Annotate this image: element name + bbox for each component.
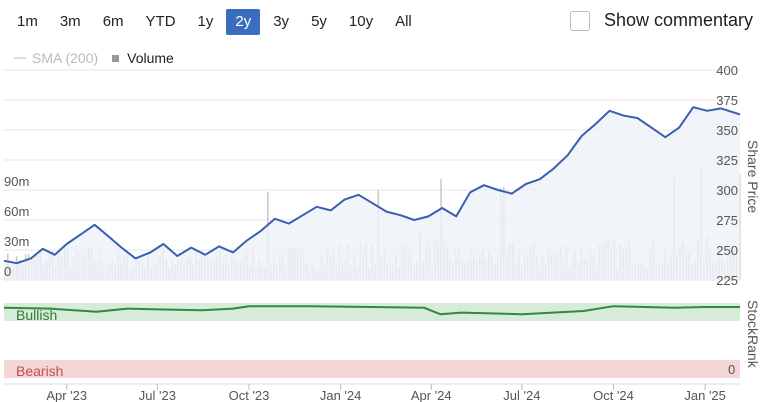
x-tick-label: Jul '23 [139, 388, 176, 402]
price-line [3, 106, 741, 265]
price-tick-label: 375 [716, 93, 738, 108]
bullish-label: Bullish [16, 307, 57, 323]
price-axis-ticks: 225 250 275 300 325 350 375 400 [716, 63, 738, 288]
bearish-label: Bearish [16, 363, 63, 379]
bullish-band [4, 303, 740, 321]
volume-square-icon [112, 54, 120, 62]
range-selector: 1m 3m 6m YTD 1y 2y 3y 5y 10y All [8, 8, 425, 36]
legend-sma-label: SMA (200) [32, 50, 99, 66]
price-tick-label: 400 [716, 63, 738, 78]
range-button-all[interactable]: All [395, 13, 412, 30]
volume-tick-label: 0 [4, 264, 11, 279]
range-button-ytd[interactable]: YTD [145, 13, 176, 30]
range-button-10y[interactable]: 10y [348, 13, 374, 30]
x-tick-label: Oct '24 [593, 388, 634, 402]
price-tick-label: 350 [716, 123, 738, 138]
commentary-checkbox[interactable] [570, 10, 590, 31]
stockrank-line [3, 305, 740, 316]
price-axis-title: Share Price [745, 140, 761, 213]
range-button-3m[interactable]: 3m [59, 13, 81, 30]
x-tick-label: Apr '23 [46, 388, 87, 402]
range-button-2y[interactable]: 2y [226, 9, 261, 35]
range-button-6m[interactable]: 6m [102, 13, 124, 30]
range-button-1m[interactable]: 1m [17, 13, 38, 30]
bearish-band [4, 360, 740, 378]
legend-item-sma[interactable]: SMA (200) [14, 50, 98, 66]
sma-line-icon [14, 57, 26, 59]
show-commentary-toggle[interactable]: Show commentary [570, 10, 753, 31]
x-tick-label: Jul '24 [503, 388, 540, 402]
commentary-label: Show commentary [604, 10, 754, 30]
range-button-5y[interactable]: 5y [311, 13, 327, 30]
chart-legend: SMA (200) Volume [14, 50, 188, 66]
range-button-1y[interactable]: 1y [197, 13, 214, 30]
x-tick-label: Oct '23 [229, 388, 270, 402]
price-area-fill [4, 107, 740, 280]
x-tick-label: Jan '24 [320, 388, 362, 402]
x-tick-label: Jan '25 [684, 388, 726, 402]
x-tick-label: Apr '24 [411, 388, 452, 402]
price-tick-label: 250 [716, 243, 738, 258]
stockrank-zero-label: 0 [728, 362, 735, 377]
price-tick-label: 325 [716, 153, 738, 168]
volume-tick-label: 60m [4, 204, 29, 219]
price-tick-label: 225 [716, 273, 738, 288]
x-axis-ticks: Apr '23 Jul '23 Oct '23 Jan '24 Apr '24 Jul '… [4, 383, 740, 402]
volume-axis-ticks: 0 30m 60m 90m [4, 174, 29, 279]
stockrank-axis-title: StockRank [745, 300, 761, 369]
volume-tick-label: 90m [4, 174, 29, 189]
range-button-3y[interactable]: 3y [273, 13, 290, 30]
legend-item-volume[interactable]: Volume [112, 50, 174, 66]
legend-volume-label: Volume [127, 50, 174, 66]
volume-tick-label: 30m [4, 234, 29, 249]
price-tick-label: 275 [716, 213, 738, 228]
price-tick-label: 300 [716, 183, 738, 198]
